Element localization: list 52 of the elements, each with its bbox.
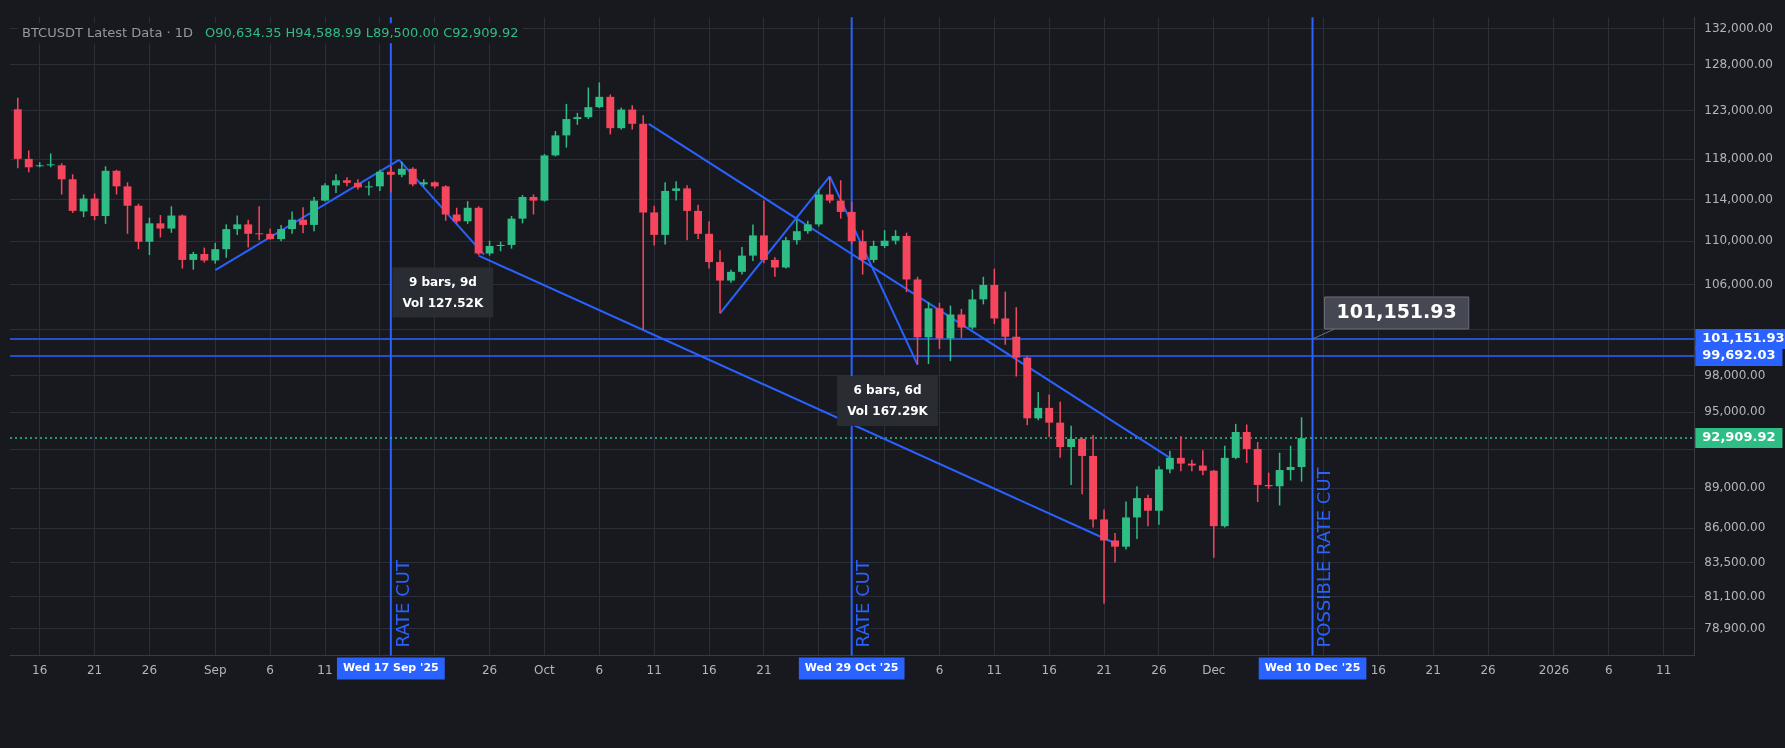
annotation: 6 bars, 6d Vol 167.29K — [847, 383, 929, 419]
ref-line-label: POSSIBLE RATE CUT — [1313, 466, 1335, 648]
x-tick-label: 6 — [266, 662, 274, 677]
text: BTCUSDT Latest Data · 1D — [22, 24, 194, 40]
y-tick-label: 81,100.00 — [1704, 588, 1766, 603]
y-tick-label: 83,500.00 — [1704, 554, 1766, 569]
x-tick-label: 26 — [1151, 662, 1167, 677]
y-tick-label: 132,000.00 — [1704, 20, 1774, 35]
y-tick-label: 114,000.00 — [1704, 191, 1774, 206]
text: O90,634.35 H94,588.99 L89,500.00 C92,909.92 — [205, 24, 519, 40]
x-tick-label: 16 — [701, 662, 717, 677]
x-tick-label: 26 — [481, 662, 498, 677]
x-tick-label: 11 — [646, 662, 662, 677]
annotation: Wed 17 Sep '25 — [342, 661, 439, 675]
x-tick-label: 21 — [86, 662, 103, 677]
x-tick-label: 16 — [32, 662, 48, 677]
x-tick-label: 26 — [1480, 662, 1496, 677]
annotation: 101,151.93 — [1336, 299, 1457, 322]
x-tick-label: 26 — [141, 662, 158, 677]
annotation: Wed 29 Oct '25 — [804, 661, 899, 675]
ref-line-label: RATE CUT — [852, 559, 874, 648]
y-tick-label: 86,000.00 — [1704, 520, 1766, 535]
y-tick-label: 110,000.00 — [1704, 233, 1774, 248]
y-tick-label: 89,000.00 — [1704, 480, 1766, 495]
x-tick-label: Sep — [203, 662, 227, 677]
x-tick-label: 21 — [1425, 662, 1441, 677]
ref-line-label: 101,151.93 — [1702, 330, 1785, 346]
y-tick-label: 118,000.00 — [1704, 151, 1774, 166]
annotation: Wed 10 Dec '25 — [1264, 661, 1361, 675]
ref-line-label: 92,909.92 — [1702, 429, 1776, 445]
x-tick-label: 2026 — [1538, 662, 1570, 677]
x-tick-label: 21 — [1096, 662, 1112, 677]
annotation: 9 bars, 9d Vol 127.52K — [402, 274, 484, 310]
x-tick-label: 16 — [1370, 662, 1387, 677]
x-tick-label: 21 — [756, 662, 772, 677]
x-tick-label: 6 — [1604, 662, 1613, 677]
x-tick-label: 11 — [1656, 662, 1672, 677]
x-tick-label: 6 — [935, 662, 944, 677]
x-tick-label: 6 — [595, 662, 604, 677]
y-tick-label: 106,000.00 — [1704, 276, 1774, 291]
y-tick-label: 128,000.00 — [1704, 56, 1774, 71]
y-tick-label: 95,000.00 — [1704, 404, 1766, 419]
y-tick-label: 123,000.00 — [1704, 103, 1774, 118]
x-tick-label: 11 — [986, 662, 1002, 677]
ref-line-label: 99,692.03 — [1702, 347, 1776, 363]
y-tick-label: 78,900.00 — [1704, 620, 1766, 635]
ref-line-label: RATE CUT — [391, 559, 413, 648]
x-tick-label: 11 — [317, 662, 333, 677]
y-tick-label: 98,000.00 — [1704, 368, 1766, 383]
x-tick-label: 16 — [1041, 662, 1057, 677]
x-tick-label: Oct — [534, 662, 556, 677]
x-tick-label: Dec — [1202, 662, 1226, 677]
